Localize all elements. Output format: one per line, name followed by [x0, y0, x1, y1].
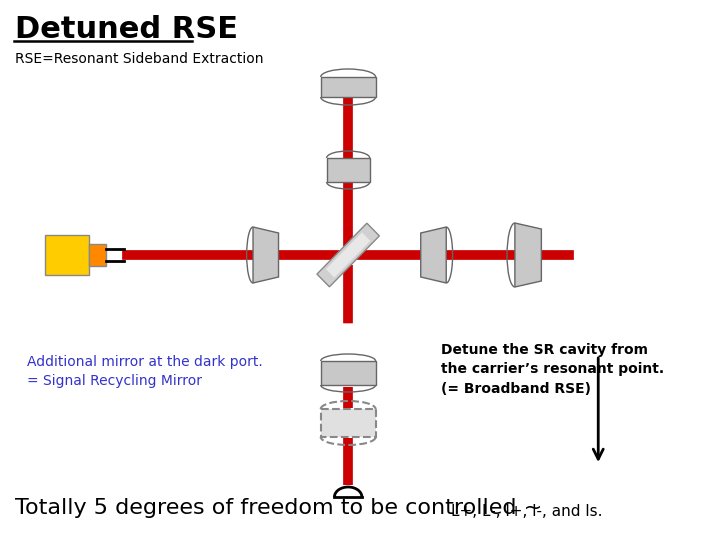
Polygon shape	[317, 223, 379, 287]
Text: Detune the SR cavity from
the carrier’s resonant point.
(= Broadband RSE): Detune the SR cavity from the carrier’s …	[441, 343, 665, 396]
Polygon shape	[327, 158, 370, 182]
Polygon shape	[420, 227, 446, 283]
Polygon shape	[320, 409, 376, 437]
Polygon shape	[89, 244, 106, 266]
Polygon shape	[320, 361, 376, 385]
Polygon shape	[320, 77, 376, 97]
Text: Additional mirror at the dark port.
= Signal Recycling Mirror: Additional mirror at the dark port. = Si…	[27, 355, 264, 388]
Text: L+, L-, l+, l-, and ls.: L+, L-, l+, l-, and ls.	[451, 504, 603, 519]
Text: Detuned RSE: Detuned RSE	[14, 15, 238, 44]
Polygon shape	[45, 235, 89, 275]
Polygon shape	[253, 227, 279, 283]
Text: Totally 5 degrees of freedom to be controlled ~: Totally 5 degrees of freedom to be contr…	[14, 498, 549, 518]
Polygon shape	[515, 223, 541, 287]
Text: RSE=Resonant Sideband Extraction: RSE=Resonant Sideband Extraction	[14, 52, 264, 66]
Polygon shape	[326, 232, 370, 278]
